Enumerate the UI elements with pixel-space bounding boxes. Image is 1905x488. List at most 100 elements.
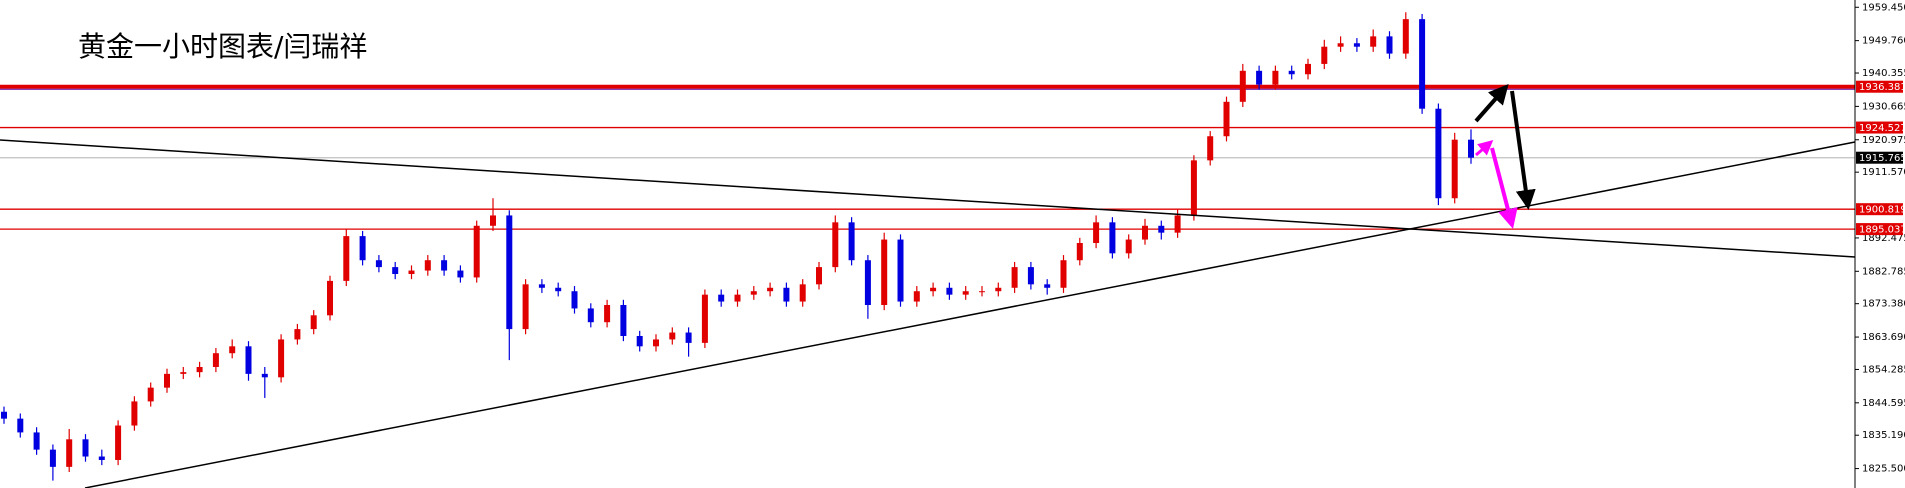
candle-body <box>783 287 790 302</box>
candle-body <box>1272 70 1279 85</box>
candle-body <box>164 373 170 388</box>
candle-body <box>571 291 578 309</box>
candle-body <box>1190 160 1197 216</box>
price-level-tag <box>1856 203 1903 216</box>
candle-body <box>1093 222 1100 244</box>
candle-body <box>1468 139 1474 158</box>
candle-body <box>261 373 268 378</box>
candle-body <box>343 236 350 281</box>
candle-body <box>490 215 496 226</box>
candle-body <box>1044 284 1051 288</box>
arrow <box>1475 140 1494 157</box>
y-tick-label: 1825.500 <box>1862 464 1905 475</box>
candle-body <box>424 260 431 271</box>
candle-body <box>522 284 529 330</box>
arrow <box>1510 90 1536 210</box>
candle-body <box>913 291 920 302</box>
y-axis: 1959.450 1949.760 1940.355 1930.665 1920.975… <box>1855 2 1905 475</box>
candle-body <box>701 294 708 343</box>
candle-body <box>392 267 399 274</box>
candle-body <box>653 339 659 347</box>
candle-body <box>1305 63 1311 75</box>
candle-body <box>979 291 985 293</box>
candle-body <box>1207 136 1214 161</box>
candle-body <box>441 260 448 271</box>
candle-body <box>930 287 937 292</box>
candle-body <box>718 294 725 302</box>
candle-body <box>587 308 594 323</box>
candle-body <box>734 294 741 302</box>
candle-body <box>180 372 187 374</box>
price-level-tag <box>1856 151 1903 164</box>
candle-body <box>66 439 73 467</box>
y-tick-label: 1863.690 <box>1862 332 1905 343</box>
candle-body <box>408 270 415 274</box>
candle-body <box>1419 19 1426 109</box>
price-level-label: 1936.381 <box>1859 82 1905 93</box>
price-level-label: 1900.819 <box>1859 205 1905 216</box>
candle-body <box>538 284 545 288</box>
candle-body <box>245 346 252 374</box>
candle-body <box>1109 222 1116 254</box>
candle-body <box>17 418 24 433</box>
y-tick-label: 1835.190 <box>1862 430 1905 441</box>
candle-body <box>294 329 301 340</box>
candle-body <box>82 439 89 457</box>
y-tick-label: 1930.665 <box>1862 101 1905 112</box>
candle-body <box>1321 46 1328 64</box>
y-tick-label: 1959.450 <box>1862 2 1905 13</box>
candle-body <box>212 353 219 367</box>
candle-body <box>995 287 1002 292</box>
candle-body <box>196 366 203 373</box>
candle-body <box>1125 239 1132 254</box>
candle-body <box>1076 243 1083 261</box>
y-tick-label: 1854.285 <box>1862 364 1905 375</box>
candle-body <box>375 260 382 268</box>
candle-body <box>881 239 888 305</box>
candle-body <box>1256 70 1263 85</box>
candle-body <box>750 291 757 295</box>
candle-body <box>473 225 480 278</box>
candle-body <box>832 222 839 268</box>
candle-body <box>1027 267 1034 285</box>
price-level-tag <box>1856 80 1903 93</box>
candle-body <box>864 260 871 305</box>
candle-body <box>359 236 366 261</box>
price-level-label: 1924.527 <box>1859 123 1905 134</box>
candle-body <box>1239 70 1246 102</box>
candle-body <box>1158 225 1165 233</box>
arrow <box>1490 147 1518 229</box>
candle-body <box>685 332 692 343</box>
candle-body <box>1353 43 1360 47</box>
arrow <box>1474 84 1509 123</box>
y-tick-label: 1949.760 <box>1862 36 1905 47</box>
y-tick-label: 1920.975 <box>1862 135 1905 146</box>
y-tick-label: 1892.475 <box>1862 233 1905 244</box>
candle-body <box>767 287 774 292</box>
candle-body <box>1 411 7 419</box>
candle-body <box>1142 225 1148 240</box>
candle-body <box>33 432 40 450</box>
levels-layer <box>0 84 1855 230</box>
candle-body <box>669 332 676 340</box>
candle-body <box>115 425 122 460</box>
candle-body <box>1337 43 1344 47</box>
candle-body <box>310 315 317 330</box>
candle-body <box>848 222 855 261</box>
candle-body <box>147 387 154 402</box>
candle-body <box>1174 215 1181 233</box>
candle-body <box>897 239 904 302</box>
candle-body <box>1451 139 1458 199</box>
y-tick-label: 1873.380 <box>1862 299 1905 310</box>
trendline <box>84 141 1856 488</box>
candle-body <box>506 215 513 330</box>
candle-body <box>229 346 236 354</box>
price-level-label: 1895.037 <box>1859 225 1905 236</box>
y-tick-label: 1911.570 <box>1862 167 1905 178</box>
chart-title: 黄金一小时图表/闫瑞祥 <box>78 30 367 63</box>
candle-body <box>1288 70 1295 75</box>
candle-body <box>1370 36 1377 47</box>
candle-body <box>327 280 333 316</box>
